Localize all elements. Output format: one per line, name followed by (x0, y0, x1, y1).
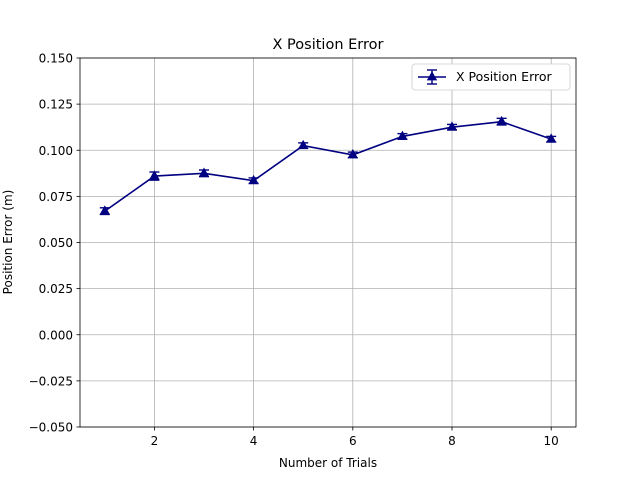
y-tick-label: 0.025 (39, 282, 73, 296)
legend: X Position Error (411, 63, 571, 91)
legend-entry-x-position-error: X Position Error (456, 69, 553, 84)
series-line (104, 120, 552, 212)
y-tick-label: 0.050 (39, 236, 73, 250)
y-tick-label: −0.050 (29, 421, 73, 435)
legend-marker (418, 69, 446, 85)
y-tick-label: 0.100 (39, 144, 73, 158)
y-tick-label: −0.025 (29, 374, 73, 388)
legend-box (411, 63, 571, 91)
data-point-marker (198, 167, 210, 177)
legend-triangle-icon (426, 71, 438, 81)
data-point-marker (496, 115, 507, 126)
data-point-marker (99, 205, 110, 215)
data-point-marker (397, 130, 408, 140)
data-point-marker (248, 174, 259, 185)
chart-title: X Position Error (273, 37, 384, 53)
axis-ticks: 2 4 6 8 10 −0.050 −0.025 0.000 0.025 0.050 0.075 0.… (29, 52, 559, 449)
x-axis-label: Number of Trials (279, 456, 377, 470)
series-layer (99, 115, 557, 216)
data-point-marker (347, 149, 358, 159)
y-tick-label: 0.000 (39, 328, 73, 342)
y-tick-label: 0.125 (39, 98, 73, 112)
data-point-marker (298, 139, 309, 150)
x-tick-label: 4 (250, 434, 258, 448)
x-tick-label: 6 (349, 434, 357, 448)
y-axis-label: Position Error (m) (1, 190, 15, 295)
x-tick-label: 8 (448, 434, 456, 448)
x-tick-label: 10 (544, 434, 559, 448)
y-tick-label: 0.075 (39, 190, 73, 204)
data-point-marker (546, 133, 557, 143)
x-tick-label: 2 (151, 434, 159, 448)
data-point-marker (446, 121, 458, 131)
grid (80, 57, 576, 428)
data-point-marker (149, 170, 160, 180)
y-tick-label: 0.150 (39, 52, 73, 66)
